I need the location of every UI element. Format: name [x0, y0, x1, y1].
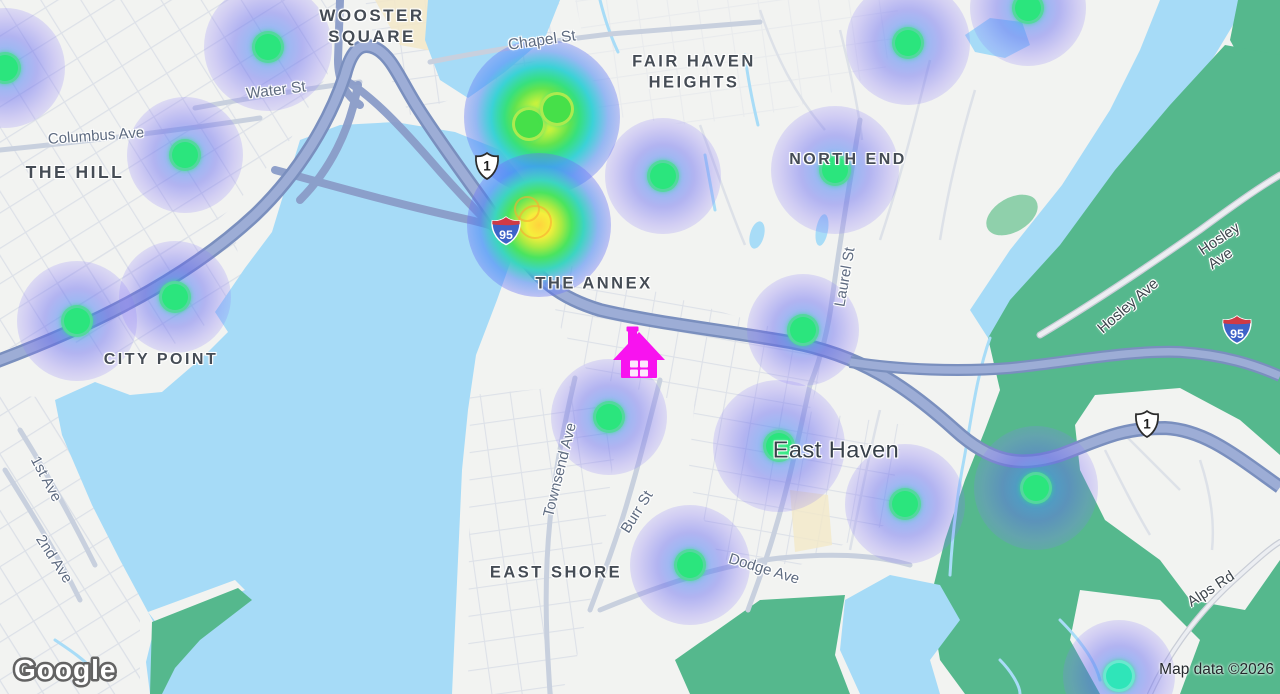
google-logo[interactable]: Google	[8, 648, 138, 690]
home-marker-icon[interactable]	[612, 321, 666, 379]
google-logo-text: Google	[14, 654, 116, 685]
map-attribution: Map data ©2026	[1159, 661, 1274, 678]
